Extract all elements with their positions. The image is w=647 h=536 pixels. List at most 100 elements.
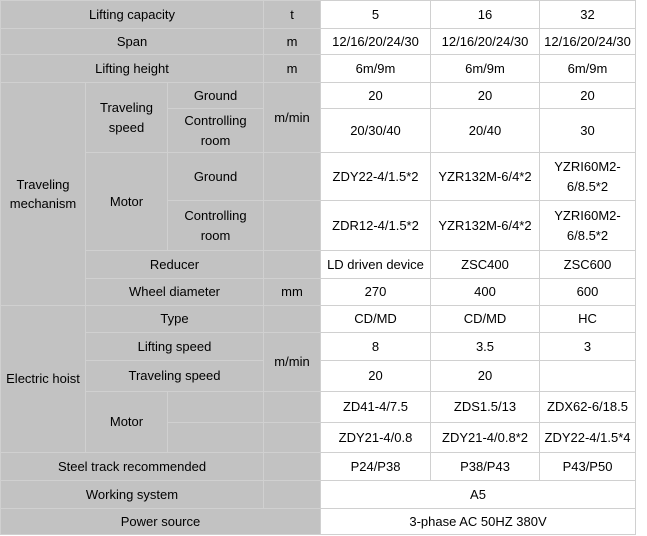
table-row: Lifting speed m/min 8 3.5 3 bbox=[1, 332, 636, 392]
label-motor: Motor bbox=[85, 391, 168, 453]
value-cell: YZRI60M2-6/8.5*2 bbox=[539, 200, 636, 251]
value-cell: 400 bbox=[430, 278, 540, 306]
value-cell: ZDY22-4/1.5*4 bbox=[539, 422, 636, 453]
value-cell: 20 bbox=[320, 82, 431, 109]
value-cell: 6m/9m bbox=[320, 54, 431, 83]
value-cell: ZDY21-4/0.8 bbox=[320, 422, 431, 453]
label-controlling-room: Controlling room bbox=[167, 108, 264, 153]
value-cell: ZDX62-6/18.5 bbox=[539, 391, 636, 423]
value-cell: HC bbox=[539, 305, 636, 333]
unit-cell bbox=[263, 250, 321, 279]
value-cell: YZR132M-6/4*2 bbox=[430, 200, 540, 251]
label-traveling-speed: Traveling speed bbox=[85, 82, 168, 153]
label-controlling-room: Controlling room bbox=[167, 200, 264, 251]
label-lifting-height: Lifting height bbox=[0, 54, 264, 83]
value-cell: 30 bbox=[539, 108, 636, 153]
label-electric-hoist: Electric hoist bbox=[0, 305, 86, 453]
label-reducer: Reducer bbox=[85, 250, 264, 279]
value-cell: 6m/9m bbox=[539, 54, 636, 83]
value-cell: ZDY22-4/1.5*2 bbox=[320, 152, 431, 201]
value-cell: 6m/9m bbox=[430, 54, 540, 83]
table-row: Electric hoist Type CD/MD CD/MD HC bbox=[0, 305, 636, 453]
value-cell: 20 bbox=[320, 360, 431, 392]
label-steel-track: Steel track recommended bbox=[0, 452, 264, 481]
table-row: ZDY21-4/0.8 ZDY21-4/0.8*2 ZDY22-4/1.5*4 bbox=[1, 422, 636, 453]
value-cell: ZSC600 bbox=[539, 250, 636, 279]
value-cell: 20/30/40 bbox=[320, 108, 431, 153]
value-cell: 270 bbox=[320, 278, 431, 306]
unit-cell: m bbox=[263, 54, 321, 83]
label-traveling-mechanism: Traveling mechanism bbox=[0, 82, 86, 306]
value-cell: 5 bbox=[320, 0, 431, 29]
table-row: Steel track recommended P24/P38 P38/P43 … bbox=[0, 452, 636, 481]
value-cell: 3 bbox=[539, 332, 636, 361]
value-cell: P43/P50 bbox=[539, 452, 636, 481]
unit-cell bbox=[263, 452, 321, 481]
label-ground: Ground bbox=[167, 82, 264, 109]
value-cell: YZRI60M2-6/8.5*2 bbox=[539, 152, 636, 201]
value-cell: A5 bbox=[320, 480, 636, 509]
value-cell: 12/16/20/24/30 bbox=[320, 28, 431, 55]
unit-cell: m bbox=[263, 28, 321, 55]
value-cell: CD/MD bbox=[430, 305, 540, 333]
value-cell: CD/MD bbox=[320, 305, 431, 333]
value-cell: ZDR12-4/1.5*2 bbox=[320, 200, 431, 251]
label-ground: Ground bbox=[167, 152, 264, 201]
value-cell: 8 bbox=[320, 332, 431, 361]
unit-cell: mm bbox=[263, 278, 321, 306]
unit-cell bbox=[263, 152, 321, 201]
table-row: Power source 3-phase AC 50HZ 380V bbox=[0, 508, 636, 535]
unit-cell bbox=[263, 391, 321, 423]
label-working-system: Working system bbox=[0, 480, 264, 509]
unit-cell bbox=[263, 480, 321, 509]
table-row: Traveling mechanism Traveling speed Grou… bbox=[0, 82, 636, 306]
unit-cell bbox=[263, 305, 321, 333]
unit-cell bbox=[263, 200, 321, 251]
value-cell: 600 bbox=[539, 278, 636, 306]
table-row: Wheel diameter mm 270 400 600 bbox=[1, 278, 636, 306]
label-lifting-capacity: Lifting capacity bbox=[0, 0, 264, 29]
value-cell: ZDY21-4/0.8*2 bbox=[430, 422, 540, 453]
value-cell: 20 bbox=[430, 82, 540, 109]
table-row: Span m 12/16/20/24/30 12/16/20/24/30 12/… bbox=[0, 28, 636, 55]
label-traveling-speed: Traveling speed bbox=[85, 360, 264, 392]
value-cell: 16 bbox=[430, 0, 540, 29]
value-cell: ZD41-4/7.5 bbox=[320, 391, 431, 423]
unit-cell bbox=[263, 422, 321, 453]
value-cell: P38/P43 bbox=[430, 452, 540, 481]
value-cell: 12/16/20/24/30 bbox=[539, 28, 636, 55]
value-cell: P24/P38 bbox=[320, 452, 431, 481]
table-row: Motor Ground ZDY22-4/1.5*2 YZR132M-6/4*2… bbox=[1, 152, 636, 251]
value-cell: 3.5 bbox=[430, 332, 540, 361]
value-cell: 20 bbox=[539, 82, 636, 109]
table-row: Working system A5 bbox=[0, 480, 636, 509]
unit-cell: m/min bbox=[263, 332, 321, 392]
label-motor: Motor bbox=[85, 152, 168, 251]
label-lifting-speed: Lifting speed bbox=[85, 332, 264, 361]
label-type: Type bbox=[85, 305, 264, 333]
table-row: Controlling room ZDR12-4/1.5*2 YZR132M-6… bbox=[1, 200, 636, 251]
label-empty-cell bbox=[167, 391, 264, 423]
unit-cell: m/min bbox=[263, 82, 321, 153]
value-cell: 20/40 bbox=[430, 108, 540, 153]
label-empty-cell bbox=[167, 422, 264, 453]
table-row: Lifting capacity t 5 16 32 bbox=[0, 0, 636, 29]
table-row: Motor ZD41-4/7.5 ZDS1.5/13 ZDX62-6/18.5 bbox=[1, 391, 636, 453]
unit-cell: t bbox=[263, 0, 321, 29]
label-wheel-diameter: Wheel diameter bbox=[85, 278, 264, 306]
value-cell bbox=[539, 360, 636, 392]
value-cell: ZSC400 bbox=[430, 250, 540, 279]
value-cell: 3-phase AC 50HZ 380V bbox=[320, 508, 636, 535]
table-row: Lifting height m 6m/9m 6m/9m 6m/9m bbox=[0, 54, 636, 83]
table-row: Reducer LD driven device ZSC400 ZSC600 bbox=[1, 250, 636, 279]
label-power-source: Power source bbox=[0, 508, 321, 535]
value-cell: ZDS1.5/13 bbox=[430, 391, 540, 423]
table-row: Controlling room 20/30/40 20/40 30 bbox=[1, 108, 636, 153]
table-row: Traveling speed 20 20 bbox=[1, 360, 636, 392]
label-span: Span bbox=[0, 28, 264, 55]
value-cell: 12/16/20/24/30 bbox=[430, 28, 540, 55]
value-cell: YZR132M-6/4*2 bbox=[430, 152, 540, 201]
value-cell: 20 bbox=[430, 360, 540, 392]
value-cell: 32 bbox=[539, 0, 636, 29]
